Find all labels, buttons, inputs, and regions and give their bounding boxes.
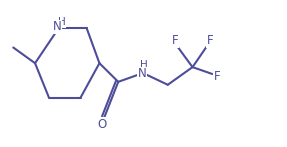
Text: F: F: [171, 34, 178, 47]
Text: N: N: [138, 67, 146, 81]
Text: H: H: [58, 17, 66, 27]
Text: N: N: [53, 20, 61, 33]
Text: O: O: [98, 118, 107, 131]
Text: F: F: [214, 70, 221, 83]
Text: H: H: [140, 60, 148, 70]
Text: F: F: [207, 34, 214, 47]
